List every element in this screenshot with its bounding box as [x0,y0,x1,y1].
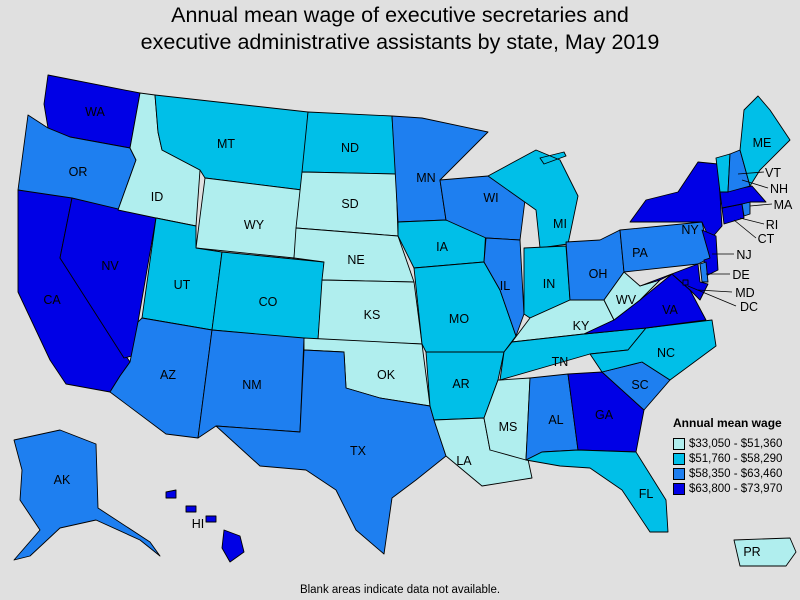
state-MI[interactable] [487,149,579,249]
state-FL[interactable] [525,449,669,533]
legend-swatch-3 [673,467,685,480]
state-label-MI: MI [553,217,567,231]
state-label-NY: NY [681,223,699,237]
state-label-MT: MT [217,137,235,151]
state-label-WI: WI [483,191,498,205]
state-label-CT: CT [758,232,775,246]
state-HI[interactable] [165,489,245,563]
state-label-WY: WY [244,218,265,232]
state-label-FL: FL [639,487,654,501]
legend-row-2: $51,760 - $58,290 [669,451,782,466]
legend-label-2: $51,760 - $58,290 [689,452,783,465]
state-label-HI: HI [192,517,205,531]
state-label-WV: WV [616,293,637,307]
state-DE[interactable] [699,261,709,283]
state-label-IN: IN [543,277,556,291]
legend-row-1: $33,050 - $51,360 [669,436,782,451]
state-label-ND: ND [341,141,359,155]
state-AK[interactable] [13,429,161,561]
state-MD[interactable] [639,263,709,301]
state-PR[interactable] [733,537,797,567]
state-label-NJ: NJ [736,248,751,262]
state-NC[interactable] [589,319,717,381]
state-label-NE: NE [347,253,364,267]
legend-swatch-2 [673,452,685,465]
state-label-KS: KS [364,308,381,322]
state-label-GA: GA [595,408,614,422]
map-title: Annual mean wage of executive secretarie… [0,2,800,56]
state-label-AR: AR [452,377,469,391]
label-leader-lines [687,171,773,307]
state-label-WA: WA [85,105,105,119]
state-label-MD: MD [735,286,754,300]
state-label-NV: NV [101,259,119,273]
state-label-VA: VA [662,303,678,317]
state-label-AK: AK [54,473,71,487]
title-line-1: Annual mean wage of executive secretarie… [171,3,629,27]
state-label-IL: IL [500,279,510,293]
state-label-RI: RI [766,218,779,232]
state-GA[interactable] [567,371,645,453]
state-label-CA: CA [43,293,61,307]
state-label-SD: SD [341,197,358,211]
state-label-OR: OR [69,165,88,179]
state-label-ME: ME [753,136,772,150]
state-label-IA: IA [436,240,448,254]
state-label-DE: DE [732,268,749,282]
legend-row-3: $58,350 - $63,460 [669,466,782,481]
legend-row-4: $63,800 - $73,970 [669,481,782,496]
state-label-MN: MN [416,171,435,185]
title-line-2: executive administrative assistants by s… [140,30,660,54]
state-label-MA: MA [774,198,793,212]
state-label-TX: TX [350,444,367,458]
state-label-PR: PR [743,545,760,559]
state-label-SC: SC [631,378,648,392]
state-label-OH: OH [589,267,608,281]
legend-label-3: $58,350 - $63,460 [689,467,783,480]
state-label-UT: UT [174,278,191,292]
legend: Annual mean wage $33,050 - $51,360 $51,7… [669,416,782,496]
legend-title: Annual mean wage [673,416,782,430]
state-label-MO: MO [449,312,469,326]
state-label-CO: CO [259,295,278,309]
state-label-NM: NM [242,378,261,392]
state-DC[interactable] [682,279,689,286]
legend-swatch-4 [673,482,685,495]
state-TX[interactable] [215,349,447,555]
state-label-MS: MS [499,420,518,434]
state-label-AL: AL [548,413,563,427]
state-label-AZ: AZ [160,368,176,382]
legend-swatch-1 [673,437,685,450]
legend-label-4: $63,800 - $73,970 [689,482,783,495]
state-label-VT: VT [765,166,781,180]
state-label-OK: OK [377,368,396,382]
state-label-KY: KY [573,319,590,333]
footnote: Blank areas indicate data not available. [299,584,501,596]
state-label-ID: ID [151,190,164,204]
state-label-LA: LA [456,454,472,468]
state-label-NH: NH [770,182,788,196]
legend-label-1: $33,050 - $51,360 [689,437,783,450]
state-label-NC: NC [657,346,675,360]
state-label-TN: TN [552,355,569,369]
state-label-PA: PA [632,246,648,260]
state-label-DC: DC [740,300,758,314]
